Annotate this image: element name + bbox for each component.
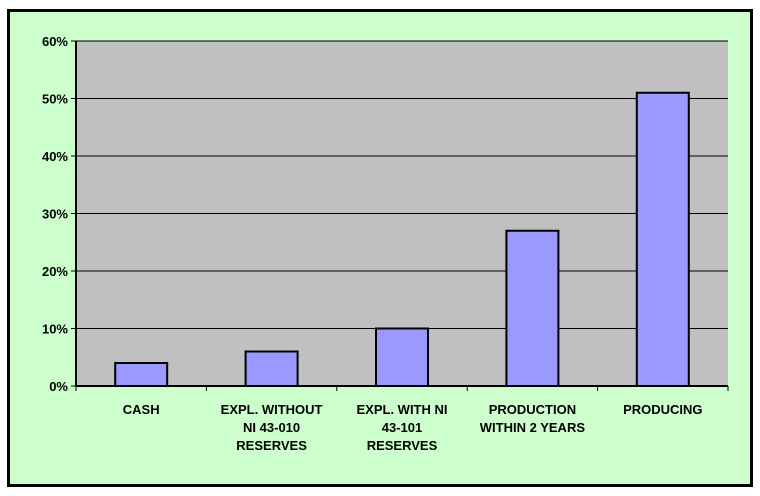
axes (71, 40, 729, 391)
y-tick-label: 60% (42, 34, 68, 49)
bar (375, 327, 429, 387)
x-tick-label: EXPL. WITHOUT NI 43-010 RESERVES (221, 402, 323, 453)
gridlines (76, 40, 728, 329)
bars (114, 91, 690, 387)
y-tick-labels: 0% 10% 20% 30% 40% 50% 60% (42, 34, 68, 394)
y-tick-label: 50% (42, 92, 68, 107)
y-tick-label: 30% (42, 207, 68, 222)
x-tick-label: CASH (123, 402, 160, 417)
y-tick-label: 10% (42, 322, 68, 337)
bar (635, 91, 690, 387)
y-tick-label: 0% (49, 379, 68, 394)
bar (244, 350, 299, 387)
bar (114, 362, 169, 387)
bar (505, 229, 560, 387)
y-tick-label: 40% (42, 149, 68, 164)
x-tick-label: PRODUCING (623, 402, 702, 417)
x-tick-label: PRODUCTION WITHIN 2 YEARS (480, 402, 586, 435)
x-tick-label: EXPL. WITH NI 43-101 RESERVES (357, 402, 448, 453)
y-tick-label: 20% (42, 264, 68, 279)
x-tick-labels: CASH EXPL. WITHOUT NI 43-010 RESERVES EXPL. … (123, 402, 703, 453)
